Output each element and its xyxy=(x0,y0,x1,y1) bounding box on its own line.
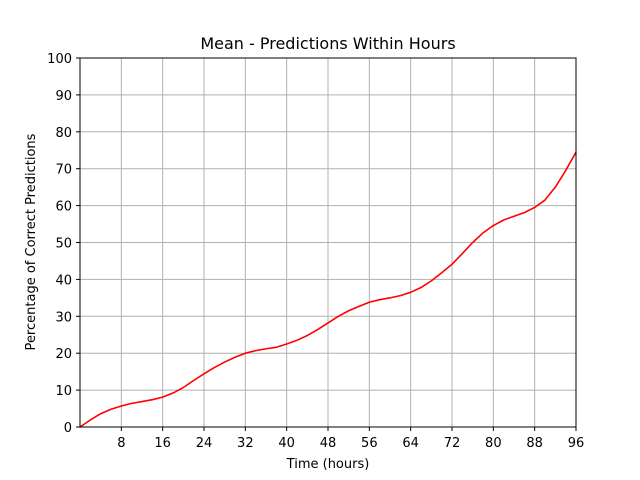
x-tick-label: 16 xyxy=(154,436,171,451)
x-axis-label: Time (hours) xyxy=(286,457,370,472)
y-axis-label: Percentage of Correct Predictions xyxy=(24,133,39,350)
x-tick-label: 40 xyxy=(278,436,295,451)
y-tick-label: 20 xyxy=(55,347,72,362)
x-tick-label: 80 xyxy=(485,436,502,451)
x-tick-label: 8 xyxy=(117,436,125,451)
y-axis-ticks: 0 10 20 30 40 50 60 70 80 90 100 xyxy=(47,52,80,436)
y-tick-label: 0 xyxy=(64,421,72,436)
x-tick-label: 24 xyxy=(196,436,213,451)
y-tick-label: 60 xyxy=(55,200,72,215)
y-tick-label: 30 xyxy=(55,310,72,325)
x-tick-label: 48 xyxy=(320,436,337,451)
y-tick-label: 40 xyxy=(55,273,72,288)
x-tick-label: 88 xyxy=(526,436,543,451)
chart-title: Mean - Predictions Within Hours xyxy=(200,34,455,53)
x-tick-label: 96 xyxy=(568,436,585,451)
y-tick-label: 90 xyxy=(55,89,72,104)
y-tick-label: 50 xyxy=(55,237,72,252)
x-tick-label: 64 xyxy=(402,436,419,451)
y-tick-label: 70 xyxy=(55,163,72,178)
y-tick-label: 80 xyxy=(55,126,72,141)
x-tick-label: 56 xyxy=(361,436,378,451)
x-axis-ticks: 8 16 24 32 40 48 56 64 72 80 88 96 xyxy=(117,427,584,451)
y-tick-label: 100 xyxy=(47,52,72,67)
x-tick-label: 32 xyxy=(237,436,254,451)
series-layer xyxy=(79,151,577,428)
x-tick-label: 72 xyxy=(444,436,461,451)
y-tick-label: 10 xyxy=(55,384,72,399)
series-line xyxy=(79,151,577,428)
